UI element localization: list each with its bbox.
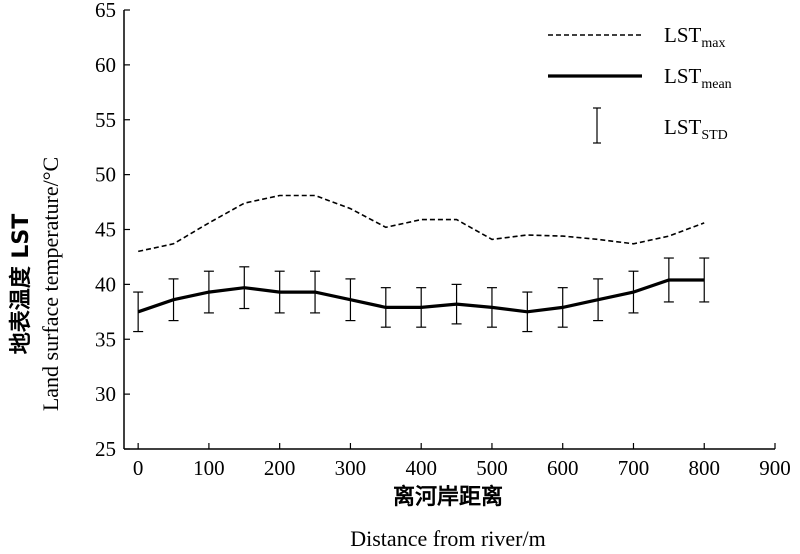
- x-tick-label: 800: [688, 456, 720, 480]
- legend-mean-sub: mean: [701, 77, 731, 92]
- legend-std-sub: STD: [701, 128, 727, 143]
- y-tick-label: 55: [95, 108, 116, 132]
- plot-area: [133, 194, 710, 333]
- x-ticks: 0 100 200 300 400 500 600 700 800 900: [133, 443, 791, 480]
- legend: LSTmax LSTmean LSTSTD: [548, 23, 732, 144]
- x-tick-label: 400: [405, 456, 437, 480]
- legend-mean-name: LST: [664, 64, 702, 88]
- legend-std-swatch: [593, 107, 601, 144]
- legend-std-name: LST: [664, 115, 702, 139]
- error-bar: [699, 257, 710, 303]
- y-tick-label: 40: [95, 272, 116, 296]
- legend-max-name: LST: [664, 23, 702, 47]
- x-tick-label: 700: [618, 456, 650, 480]
- y-tick-label: 65: [95, 0, 116, 22]
- x-tick-label: 900: [759, 456, 791, 480]
- x-tick-label: 0: [133, 456, 144, 480]
- x-axis-title-cn: 离河岸距离: [393, 484, 503, 510]
- y-tick-label: 45: [95, 218, 116, 242]
- legend-max-sub: max: [701, 36, 725, 51]
- axes: 25 30 35 40 45 50 55 60 65 0 100 200 300 400 500 600 70…: [95, 0, 791, 480]
- x-axis-title-en: Distance from river/m: [350, 526, 546, 551]
- x-tick-label: 600: [547, 456, 579, 480]
- y-tick-label: 25: [95, 437, 116, 461]
- y-tick-label: 60: [95, 53, 116, 77]
- y-axis-title-cn: 地表温度 LST: [8, 214, 34, 355]
- series-lst-max-line: [138, 194, 705, 253]
- x-tick-label: 100: [193, 456, 225, 480]
- y-tick-label: 50: [95, 163, 116, 187]
- legend-max-label: LSTmax: [664, 23, 725, 51]
- legend-mean-label: LSTmean: [664, 64, 732, 92]
- y-axis-title-en: Land surface temperature/°C: [38, 157, 63, 411]
- x-tick-label: 200: [264, 456, 296, 480]
- y-tick-label: 35: [95, 327, 116, 351]
- x-tick-label: 300: [335, 456, 367, 480]
- x-tick-label: 500: [476, 456, 508, 480]
- legend-std-label: LSTSTD: [664, 115, 728, 143]
- y-ticks: 25 30 35 40 45 50 55 60 65: [95, 0, 130, 461]
- y-tick-label: 30: [95, 382, 116, 406]
- error-bar: [133, 291, 144, 333]
- y-axis-title: 地表温度 LST Land surface temperature/°C: [8, 157, 63, 411]
- series-lst-mean-line: [137, 278, 705, 314]
